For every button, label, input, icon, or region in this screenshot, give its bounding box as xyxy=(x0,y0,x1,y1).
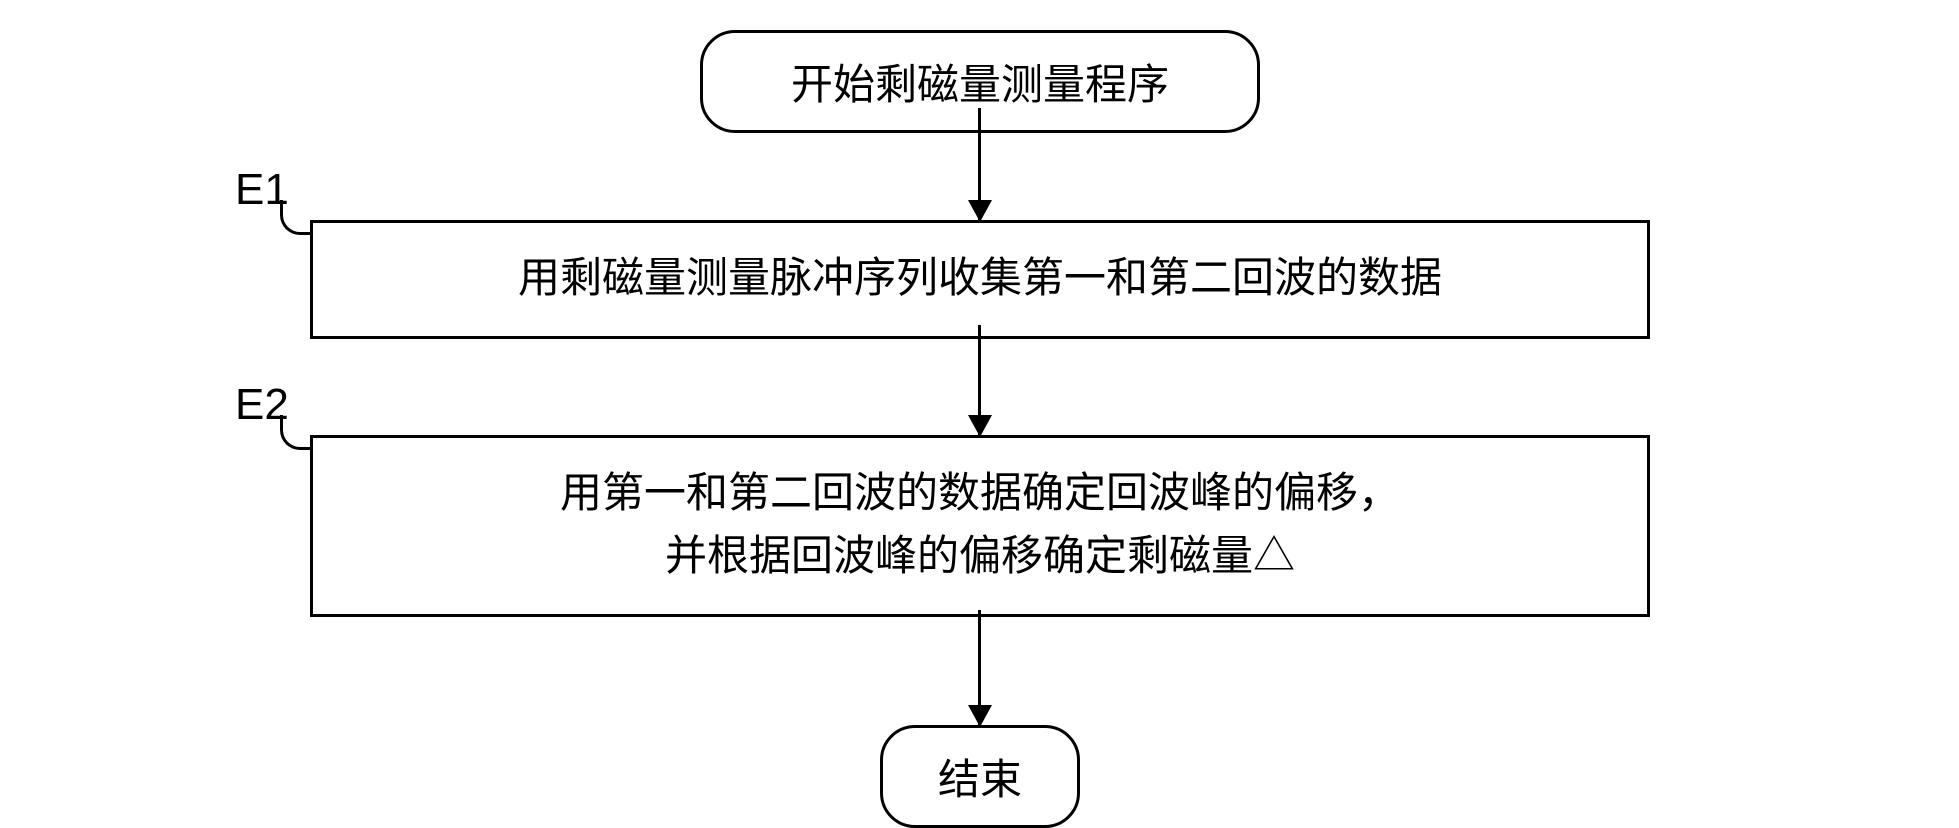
arrow-head-3 xyxy=(968,705,992,727)
e1-text: 用剩磁量测量脉冲序列收集第一和第二回波的数据 xyxy=(518,256,1442,302)
arrow-head-2 xyxy=(968,415,992,437)
e2-line2: 并根据回波峰的偏移确定剩磁量△ xyxy=(665,534,1295,580)
arrow-head-1 xyxy=(968,200,992,222)
start-text: 开始剩磁量测量程序 xyxy=(791,63,1169,109)
end-terminal: 结束 xyxy=(880,725,1080,828)
process-e1: 用剩磁量测量脉冲序列收集第一和第二回波的数据 xyxy=(310,220,1650,339)
process-e2: 用第一和第二回波的数据确定回波峰的偏移， 并根据回波峰的偏移确定剩磁量△ xyxy=(310,435,1650,617)
e2-line1: 用第一和第二回波的数据确定回波峰的偏移， xyxy=(560,471,1400,517)
end-text: 结束 xyxy=(938,758,1022,804)
